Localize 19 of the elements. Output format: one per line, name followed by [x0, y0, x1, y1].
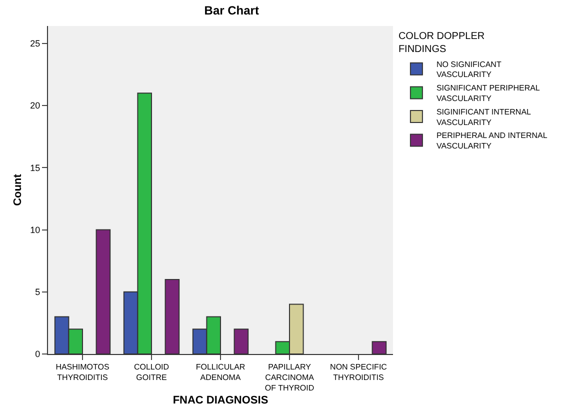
y-tick-label: 20	[30, 100, 40, 111]
y-tick-label: 5	[35, 287, 40, 298]
y-tick-label: 15	[30, 162, 40, 173]
y-tick-label: 10	[30, 224, 40, 235]
y-tick-label: 25	[30, 38, 40, 49]
legend-title: COLOR DOPPLER FINDINGS	[398, 31, 485, 55]
y-axis-title: Count	[12, 174, 24, 206]
x-tick-label: FOLLICULAR ADENOMA	[196, 362, 246, 382]
x-tick-label: NON SPECIFIC THYROIDITIS	[330, 362, 388, 382]
legend-label: SIGNIFICANT PERIPHERAL VASCULARITY	[436, 84, 540, 104]
x-tick-label: HASHIMOTOS THYROIDITIS	[56, 362, 110, 382]
x-tick-label: COLLOID GOITRE	[134, 362, 170, 382]
legend-label: PERIPHERAL AND INTERNAL VASCULARITY	[436, 131, 548, 151]
x-axis-title: FNAC DIAGNOSIS	[172, 394, 268, 407]
x-tick-label: PAPILLARY CARCINOMA OF THYROID	[264, 362, 315, 392]
legend-label: NO SIGNIFICANT VASCULARITY	[436, 60, 502, 80]
legend-label: SIGINIFICANT INTERNAL VASCULARITY	[436, 107, 532, 127]
y-tick-label: 0	[35, 349, 40, 360]
chart-title: Bar Chart	[204, 4, 259, 18]
